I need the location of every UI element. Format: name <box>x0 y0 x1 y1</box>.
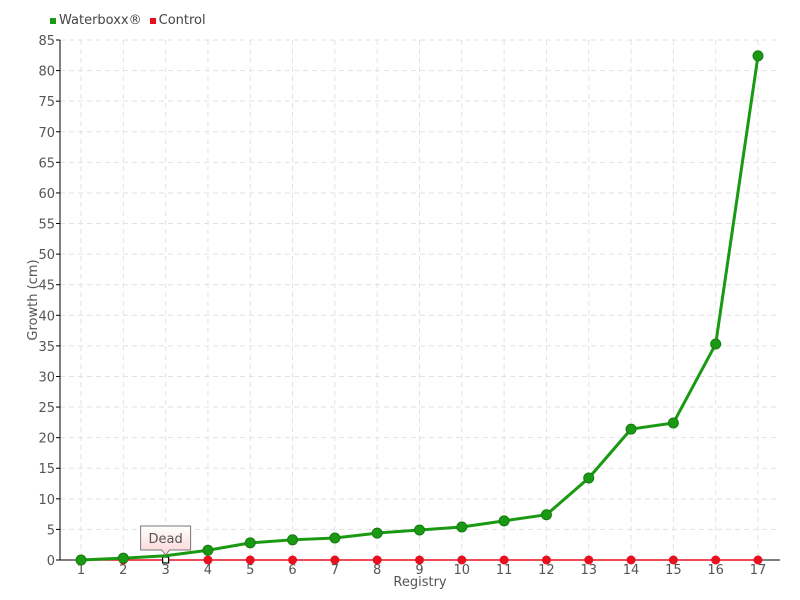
y-tick-label: 60 <box>38 187 55 202</box>
y-tick-label: 50 <box>38 248 55 263</box>
y-tick-label: 15 <box>38 462 55 477</box>
data-point <box>711 555 721 565</box>
y-tick-label: 80 <box>38 65 55 80</box>
data-point <box>753 555 763 565</box>
x-tick-label: 5 <box>246 563 254 578</box>
x-tick-label: 7 <box>331 563 339 578</box>
data-point <box>329 532 341 544</box>
x-tick-label: 1 <box>77 563 85 578</box>
y-tick-label: 30 <box>38 370 55 385</box>
x-tick-label: 6 <box>288 563 296 578</box>
y-tick-label: 0 <box>47 554 55 569</box>
data-point <box>668 555 678 565</box>
data-point <box>75 554 87 566</box>
x-tick-label: 11 <box>496 563 513 578</box>
annotation-label: Dead <box>149 532 183 547</box>
data-point <box>202 544 214 556</box>
x-tick-label: 15 <box>665 563 682 578</box>
legend-label: Waterboxx® <box>59 13 142 28</box>
x-tick-label: 16 <box>707 563 724 578</box>
y-tick-label: 35 <box>38 340 55 355</box>
x-tick-label: 17 <box>750 563 767 578</box>
x-tick-label: 12 <box>538 563 555 578</box>
data-point <box>625 423 637 435</box>
data-point <box>456 521 468 533</box>
y-tick-label: 55 <box>38 218 55 233</box>
y-tick-label: 65 <box>38 156 55 171</box>
x-tick-label: 14 <box>623 563 640 578</box>
legend: Waterboxx® Control <box>50 13 206 28</box>
data-point <box>584 555 594 565</box>
data-point <box>330 555 340 565</box>
data-point <box>499 555 509 565</box>
data-point <box>667 417 679 429</box>
data-point <box>626 555 636 565</box>
data-point <box>371 527 383 539</box>
legend-item-control[interactable]: Control <box>149 13 206 28</box>
y-tick-label: 75 <box>38 95 55 110</box>
x-tick-label: 13 <box>580 563 597 578</box>
data-point <box>117 552 129 564</box>
annotation-tooltip <box>140 525 192 556</box>
x-tick-label: 4 <box>204 563 212 578</box>
x-tick-label: 2 <box>119 563 127 578</box>
legend-item-waterboxx[interactable]: Waterboxx® <box>50 13 142 28</box>
y-tick-label: 5 <box>47 523 55 538</box>
y-tick-label: 85 <box>38 34 55 49</box>
x-tick-label: 8 <box>373 563 381 578</box>
data-point <box>372 555 382 565</box>
y-tick-label: 10 <box>38 493 55 508</box>
data-point <box>540 509 552 521</box>
data-point <box>203 555 213 565</box>
y-tick-label: 20 <box>38 432 55 447</box>
data-point <box>541 555 551 565</box>
y-tick-label: 45 <box>38 279 55 294</box>
data-point <box>415 555 424 565</box>
data-point <box>288 555 298 565</box>
legend-label: Control <box>158 13 206 28</box>
data-point <box>245 555 255 565</box>
x-tick-label: 3 <box>161 563 169 578</box>
x-tick-label: 10 <box>454 563 471 578</box>
x-axis-label: Registry <box>393 575 447 590</box>
data-point <box>414 524 425 536</box>
x-tick-label: 9 <box>415 563 423 578</box>
data-point <box>583 472 595 484</box>
data-point <box>752 50 764 62</box>
data-point <box>498 515 510 527</box>
data-point <box>710 338 722 350</box>
y-tick-label: 70 <box>38 126 55 141</box>
y-tick-label: 40 <box>38 309 55 324</box>
y-axis-label: Growth (cm) <box>26 259 41 340</box>
data-point <box>244 537 256 549</box>
data-point <box>457 555 467 565</box>
data-point <box>287 534 299 546</box>
annotated-point <box>162 556 170 564</box>
y-tick-label: 25 <box>38 401 55 416</box>
